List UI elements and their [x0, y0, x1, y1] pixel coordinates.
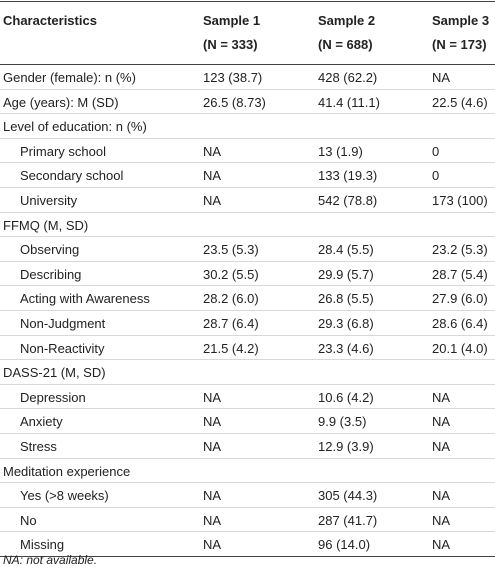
footnote: NA: not available. [3, 553, 98, 567]
row-label: Primary school [20, 143, 106, 159]
cell: NA [432, 439, 451, 454]
row-label: Depression [20, 389, 86, 405]
row-line [0, 383, 495, 385]
row-label: FFMQ (M, SD) [3, 217, 89, 233]
row-label: Secondary school [20, 168, 124, 184]
row-label: Level of education: n (%) [3, 119, 147, 135]
cell: NA [432, 389, 451, 405]
cell: 28.6 (6.4) [432, 316, 488, 331]
cell: 0 [432, 143, 440, 159]
row-line [0, 187, 495, 188]
row-label: Non-Judgment [20, 316, 106, 331]
cell: 26.5 (8.73) [203, 94, 266, 110]
row-line [0, 433, 495, 434]
cell: 20.1 (4.0) [432, 340, 488, 356]
row-line [0, 482, 495, 484]
cell: NA [432, 537, 451, 553]
row-line [0, 113, 495, 115]
row-line [0, 137, 495, 139]
rule [0, 64, 495, 65]
cell: 133 (19.3) [318, 168, 378, 184]
row-line [0, 310, 495, 311]
rule [0, 556, 495, 557]
row-label: Non-Reactivity [20, 340, 105, 356]
cell: 41.4 (11.1) [318, 94, 380, 110]
cell: 22.5 (4.6) [432, 94, 488, 110]
row-line [0, 236, 495, 238]
cell: NA [203, 439, 222, 454]
cell: 28.7 (6.4) [203, 316, 259, 331]
row-label: Age (years): M (SD) [3, 94, 119, 110]
cell: 23.5 (5.3) [203, 242, 259, 258]
cell: 28.7 (5.4) [432, 266, 488, 282]
cell: 29.9 (5.7) [318, 266, 374, 282]
row-line [0, 506, 495, 508]
cell: 28.4 (5.5) [318, 242, 374, 258]
subheader-cell: (N = 688) [318, 37, 373, 52]
cell: NA [432, 414, 451, 430]
row-label: Observing [20, 242, 80, 258]
cell: 123 (38.7) [203, 70, 263, 85]
cell: 305 (44.3) [318, 488, 378, 504]
row-line [0, 334, 495, 336]
cell: NA [203, 193, 222, 208]
row-line [0, 211, 495, 213]
row-line [0, 531, 495, 533]
subheader-cell: (N = 173) [432, 37, 487, 52]
row-line [0, 162, 495, 164]
row-label: Stress [20, 439, 57, 454]
row-label: Missing [20, 537, 65, 553]
cell: 23.3 (4.6) [318, 340, 374, 356]
header-cell: Sample 1 [203, 13, 261, 28]
cell: NA [203, 512, 222, 528]
cell: 96 (14.0) [318, 537, 371, 553]
row-label: Yes (>8 weeks) [20, 488, 109, 504]
header-cell: Sample 2 [318, 13, 376, 28]
cell: NA [432, 488, 451, 504]
row-line [0, 359, 495, 361]
rule [0, 1, 495, 2]
cell: 27.9 (6.0) [432, 291, 488, 307]
cell: 9.9 (3.5) [318, 414, 367, 430]
cell: 13 (1.9) [318, 143, 363, 159]
header-cell: Sample 3 [432, 13, 490, 28]
row-label: Anxiety [20, 414, 63, 430]
cell: NA [203, 537, 222, 553]
cell: NA [203, 389, 222, 405]
cell: 29.3 (6.8) [318, 316, 374, 331]
row-label: Meditation experience [3, 463, 131, 479]
cell: NA [203, 488, 222, 504]
cell: 12.9 (3.9) [318, 439, 374, 454]
cell: 10.6 (4.2) [318, 389, 374, 405]
cell: NA [432, 70, 451, 85]
cell: 26.8 (5.5) [318, 291, 374, 307]
cell: NA [432, 512, 451, 528]
row-line [0, 457, 495, 459]
cell: NA [203, 414, 222, 430]
cell: NA [203, 143, 222, 159]
row-label: No [20, 512, 37, 528]
row-line [0, 285, 495, 287]
cell: 28.2 (6.0) [203, 291, 259, 307]
cell: NA [203, 168, 222, 184]
row-line [0, 260, 495, 262]
row-label: Acting with Awareness [20, 291, 150, 307]
cell: 0 [432, 168, 440, 184]
subheader-cell: (N = 333) [203, 37, 258, 52]
cell: 23.2 (5.3) [432, 242, 488, 258]
cell: 287 (41.7) [318, 512, 378, 528]
cell: 30.2 (5.5) [203, 266, 259, 282]
cell: 21.5 (4.2) [203, 340, 259, 356]
row-line [0, 408, 495, 410]
row-label: Describing [20, 266, 82, 282]
header-cell: Characteristics [3, 13, 97, 28]
cell: 173 (100) [432, 193, 488, 208]
row-line [0, 88, 495, 90]
cell: 428 (62.2) [318, 70, 378, 85]
cell: 542 (78.8) [318, 193, 378, 208]
row-label: University [20, 193, 78, 208]
row-label: DASS-21 (M, SD) [3, 365, 106, 381]
row-label: Gender (female): n (%) [3, 70, 136, 85]
